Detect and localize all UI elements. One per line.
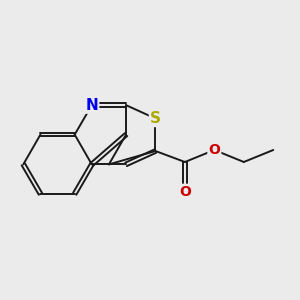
Text: O: O — [208, 143, 220, 157]
Text: N: N — [85, 98, 98, 112]
Text: O: O — [179, 185, 191, 199]
Text: S: S — [150, 111, 161, 126]
